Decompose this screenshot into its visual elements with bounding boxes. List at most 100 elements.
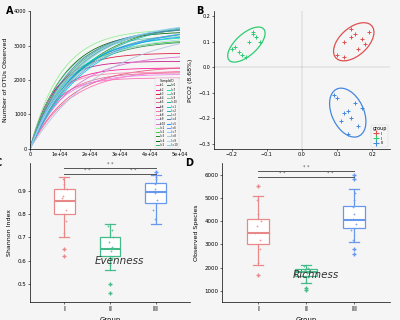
Point	[351, 198, 357, 203]
Point	[366, 29, 372, 34]
Point	[236, 49, 242, 54]
Text: B: B	[196, 6, 204, 16]
Point	[239, 52, 245, 57]
Point	[64, 186, 70, 191]
Text: * *: * *	[303, 165, 309, 170]
Text: * *: * *	[279, 171, 285, 176]
Point	[255, 212, 261, 217]
PathPatch shape	[343, 206, 365, 228]
Point	[344, 131, 351, 136]
Point	[254, 223, 260, 228]
Point	[350, 212, 357, 217]
Point	[108, 256, 115, 261]
Point	[355, 47, 362, 52]
Point	[305, 265, 312, 270]
Point	[152, 216, 158, 221]
Text: Richness: Richness	[292, 269, 339, 280]
Point	[60, 193, 66, 198]
Point	[348, 34, 354, 39]
Point	[348, 27, 354, 32]
Point	[344, 108, 351, 113]
Point	[61, 230, 68, 236]
Point	[242, 54, 249, 60]
Point	[359, 106, 365, 111]
Point	[350, 205, 356, 210]
Point	[110, 235, 116, 240]
Point	[152, 181, 158, 187]
Legend: I=1, I=2, I=3, I=4, I=5, I=6, I=7, I=8, I=9, I=10, II=1, II=2, II=3, II=4, II=5,: I=1, I=2, I=3, I=4, I=5, I=6, I=7, I=8, …	[155, 78, 179, 148]
Text: * *: * *	[107, 162, 113, 167]
Point	[153, 177, 159, 182]
PathPatch shape	[295, 269, 317, 276]
X-axis label: Number of Tags Sampled: Number of Tags Sampled	[66, 163, 144, 168]
Point	[257, 237, 263, 242]
Point	[154, 198, 160, 203]
Point	[61, 181, 68, 187]
Point	[106, 263, 113, 268]
PathPatch shape	[247, 219, 269, 244]
Point	[348, 116, 354, 121]
Point	[350, 237, 357, 242]
Point	[63, 207, 70, 212]
Point	[334, 95, 340, 100]
Point	[330, 93, 337, 98]
Point	[152, 186, 159, 191]
Text: D: D	[185, 158, 193, 168]
Y-axis label: Shannon Index: Shannon Index	[7, 209, 12, 256]
Legend: I, II, III: I, II, III	[371, 125, 388, 147]
X-axis label: Group: Group	[99, 317, 121, 320]
Point	[305, 274, 311, 279]
Point	[250, 29, 256, 34]
Point	[334, 52, 340, 57]
Point	[304, 271, 310, 276]
Text: C: C	[0, 158, 2, 168]
Point	[246, 39, 252, 44]
Point	[302, 279, 309, 284]
Point	[250, 32, 256, 37]
Point	[359, 37, 365, 42]
Point	[256, 246, 263, 252]
Point	[109, 228, 115, 233]
Point	[306, 266, 312, 271]
Point	[352, 221, 359, 226]
PathPatch shape	[100, 237, 120, 256]
Point	[151, 191, 158, 196]
Point	[302, 268, 308, 273]
Point	[109, 244, 115, 249]
Y-axis label: Number of OTUs Observed: Number of OTUs Observed	[4, 38, 8, 122]
Text: Evenness: Evenness	[94, 256, 144, 266]
Point	[253, 34, 260, 39]
Y-axis label: Observed Species: Observed Species	[194, 204, 199, 261]
Point	[106, 239, 112, 244]
Point	[150, 207, 156, 212]
Point	[258, 219, 264, 224]
Text: * *: * *	[130, 168, 136, 173]
Point	[153, 175, 160, 180]
Point	[348, 228, 355, 233]
Point	[108, 249, 114, 254]
Point	[341, 39, 348, 44]
Y-axis label: PCO2 (8.68%): PCO2 (8.68%)	[188, 58, 193, 102]
Point	[62, 219, 69, 224]
Point	[338, 118, 344, 123]
Point	[232, 44, 238, 49]
Point	[252, 230, 258, 236]
PathPatch shape	[54, 189, 74, 214]
Point	[105, 223, 112, 228]
Text: * *: * *	[84, 168, 90, 173]
Point	[352, 191, 358, 196]
Point	[350, 216, 356, 221]
Point	[254, 198, 260, 203]
Point	[301, 263, 308, 268]
Text: * *: * *	[327, 171, 333, 176]
X-axis label: Group: Group	[295, 317, 317, 320]
Point	[341, 54, 348, 60]
Text: A: A	[6, 6, 14, 16]
Point	[228, 47, 235, 52]
Point	[60, 177, 66, 182]
Point	[58, 196, 65, 201]
Point	[355, 123, 362, 128]
Point	[255, 260, 261, 266]
Point	[305, 269, 311, 274]
Point	[352, 100, 358, 106]
